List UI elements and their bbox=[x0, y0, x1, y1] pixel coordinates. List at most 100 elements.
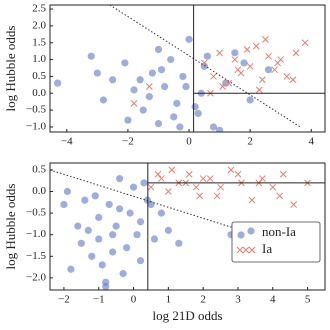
cross bbox=[185, 170, 193, 178]
cross bbox=[269, 183, 277, 191]
cross bbox=[289, 76, 297, 84]
legend-marker bbox=[248, 246, 256, 254]
cross bbox=[192, 183, 200, 191]
y-axis-label: log Hubble odds bbox=[3, 26, 18, 112]
y-tick-label: 1.0 bbox=[32, 53, 46, 65]
point bbox=[264, 66, 273, 74]
point bbox=[98, 261, 106, 269]
cross bbox=[216, 49, 223, 57]
x-tick-label: 0 bbox=[131, 294, 137, 306]
point bbox=[109, 231, 117, 239]
point bbox=[77, 239, 85, 247]
cross bbox=[199, 175, 207, 182]
cross bbox=[234, 66, 242, 74]
point bbox=[191, 103, 199, 111]
y-tick-label: −0.5 bbox=[26, 207, 46, 219]
point bbox=[129, 183, 138, 191]
x-tick-label: 2 bbox=[200, 294, 206, 306]
cross bbox=[154, 170, 162, 178]
legend-marker bbox=[247, 227, 255, 235]
point bbox=[148, 69, 156, 77]
point bbox=[95, 235, 103, 243]
point bbox=[167, 55, 175, 64]
x-tick-label: −2 bbox=[122, 136, 134, 148]
point bbox=[185, 35, 193, 43]
legend-marker bbox=[242, 246, 250, 254]
cross bbox=[165, 188, 172, 195]
cross bbox=[196, 192, 204, 200]
point bbox=[99, 96, 108, 104]
cross bbox=[158, 175, 165, 182]
point bbox=[170, 113, 178, 121]
y-tick-label: 0.0 bbox=[32, 87, 46, 99]
point bbox=[145, 93, 153, 101]
cross bbox=[265, 52, 272, 60]
point bbox=[203, 52, 211, 60]
cross bbox=[290, 201, 298, 208]
point bbox=[240, 59, 248, 67]
cross bbox=[234, 170, 242, 178]
point bbox=[173, 99, 181, 107]
cross bbox=[168, 166, 176, 174]
y-tick-label: −2.0 bbox=[26, 271, 46, 283]
point bbox=[130, 86, 138, 94]
point bbox=[246, 96, 254, 104]
cross bbox=[219, 83, 226, 90]
x-tick-label: −1 bbox=[93, 294, 105, 306]
x-tick-label: −2 bbox=[58, 294, 70, 306]
point bbox=[154, 45, 163, 54]
y-tick-label: 1.5 bbox=[32, 36, 46, 48]
x-tick-label: 2 bbox=[247, 136, 253, 148]
point bbox=[116, 205, 124, 213]
legend-marker bbox=[236, 246, 244, 254]
x-tick-label: 3 bbox=[235, 294, 241, 306]
point bbox=[182, 82, 190, 91]
cross bbox=[206, 175, 214, 182]
cross bbox=[225, 79, 233, 87]
point bbox=[136, 257, 145, 265]
point bbox=[136, 76, 144, 84]
point bbox=[116, 174, 124, 183]
point bbox=[91, 192, 99, 200]
point bbox=[231, 49, 239, 57]
point bbox=[119, 269, 127, 278]
cross bbox=[210, 73, 217, 80]
point bbox=[150, 235, 159, 243]
point bbox=[109, 76, 117, 84]
point bbox=[84, 226, 92, 234]
y-tick-label: 0.5 bbox=[32, 70, 46, 82]
point bbox=[124, 116, 132, 124]
cross bbox=[292, 49, 300, 57]
point bbox=[164, 226, 172, 234]
point bbox=[133, 231, 141, 239]
y-tick-label: −1.0 bbox=[26, 120, 46, 132]
cross bbox=[279, 170, 287, 178]
cross bbox=[252, 42, 260, 50]
cross bbox=[145, 83, 153, 90]
cross bbox=[276, 192, 284, 200]
x-axis-label: log 21D odds bbox=[152, 308, 222, 323]
point bbox=[74, 222, 82, 230]
cross bbox=[213, 192, 221, 200]
point bbox=[95, 213, 103, 222]
axes-frame bbox=[49, 162, 326, 291]
point bbox=[157, 66, 166, 74]
point bbox=[175, 239, 183, 247]
point bbox=[215, 126, 224, 132]
cross bbox=[255, 86, 263, 94]
point bbox=[126, 209, 134, 217]
point bbox=[121, 59, 129, 67]
y-tick-label: 0.0 bbox=[32, 185, 46, 197]
cross bbox=[262, 36, 269, 43]
point bbox=[136, 218, 145, 226]
y-tick-label: 2.0 bbox=[32, 19, 46, 31]
cross bbox=[147, 183, 155, 191]
legend-marker bbox=[237, 231, 245, 239]
y-tick-label: −1.0 bbox=[26, 228, 46, 240]
y-tick-label: 2.5 bbox=[32, 3, 46, 15]
cross bbox=[271, 66, 278, 74]
cross bbox=[274, 59, 281, 67]
point bbox=[112, 222, 120, 230]
point bbox=[154, 119, 163, 128]
